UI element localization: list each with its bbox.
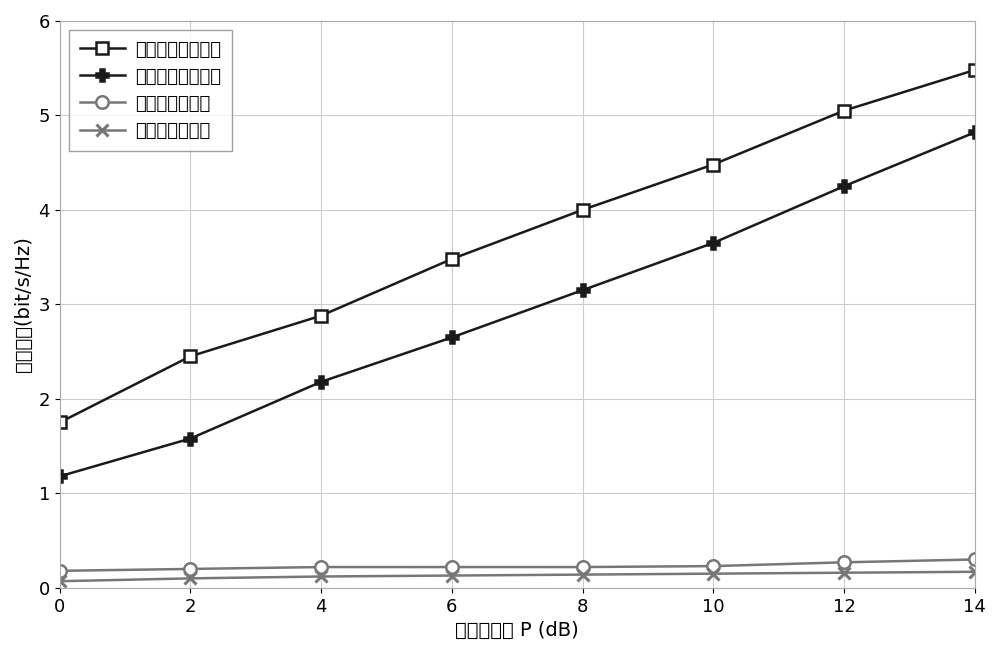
非鲁棒波束赋形 <box>54 567 66 575</box>
Legend: 鲁棒二维波束赋形, 鲁棒一维波束赋形, 非鲁棒波束赋形, 非安全波束赋形: 鲁棒二维波束赋形, 鲁棒一维波束赋形, 非鲁棒波束赋形, 非安全波束赋形 <box>69 30 232 150</box>
Y-axis label: 安全速率(bit/s/Hz): 安全速率(bit/s/Hz) <box>14 237 33 372</box>
鲁棒二维波束赋形 <box>969 66 981 74</box>
鲁棒一维波束赋形 <box>446 334 458 341</box>
非鲁棒波束赋形 <box>969 555 981 563</box>
非安全波束赋形 <box>838 569 850 577</box>
鲁棒二维波束赋形 <box>838 107 850 114</box>
Line: 非安全波束赋形: 非安全波束赋形 <box>53 566 981 587</box>
鲁棒一维波束赋形 <box>577 286 589 294</box>
非鲁棒波束赋形 <box>577 563 589 571</box>
非安全波束赋形 <box>54 577 66 585</box>
鲁棒二维波束赋形 <box>707 161 719 169</box>
非鲁棒波束赋形 <box>184 565 196 573</box>
非鲁棒波束赋形 <box>446 563 458 571</box>
非鲁棒波束赋形 <box>838 559 850 566</box>
鲁棒一维波束赋形 <box>184 435 196 443</box>
非安全波束赋形 <box>446 572 458 579</box>
鲁棒一维波束赋形 <box>315 378 327 386</box>
Line: 非鲁棒波束赋形: 非鲁棒波束赋形 <box>53 553 981 577</box>
鲁棒二维波束赋形 <box>446 255 458 263</box>
非安全波束赋形 <box>315 572 327 580</box>
鲁棒二维波束赋形 <box>577 206 589 214</box>
鲁棒二维波束赋形 <box>184 353 196 360</box>
鲁棒一维波束赋形 <box>54 472 66 480</box>
X-axis label: 发送端功率 P (dB): 发送端功率 P (dB) <box>455 621 579 640</box>
非安全波束赋形 <box>184 574 196 582</box>
Line: 鲁棒二维波束赋形: 鲁棒二维波束赋形 <box>54 65 980 428</box>
非鲁棒波束赋形 <box>315 563 327 571</box>
鲁棒一维波束赋形 <box>707 239 719 247</box>
鲁棒一维波束赋形 <box>838 182 850 190</box>
非安全波束赋形 <box>707 570 719 577</box>
鲁棒一维波束赋形 <box>969 128 981 136</box>
非安全波束赋形 <box>969 568 981 576</box>
非安全波束赋形 <box>577 571 589 579</box>
非鲁棒波束赋形 <box>707 562 719 570</box>
鲁棒二维波束赋形 <box>54 419 66 426</box>
鲁棒二维波束赋形 <box>315 312 327 320</box>
Line: 鲁棒一维波束赋形: 鲁棒一维波束赋形 <box>53 126 981 483</box>
